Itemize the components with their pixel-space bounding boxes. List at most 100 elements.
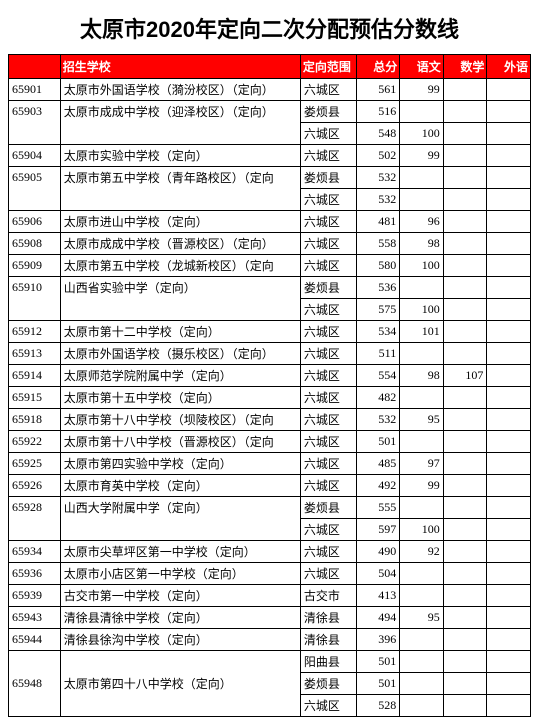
cell-school: [60, 519, 300, 541]
cell-chinese: 98: [400, 365, 444, 387]
cell-english: [487, 277, 531, 299]
cell-math: [443, 123, 487, 145]
cell-english: [487, 123, 531, 145]
cell-code: 65905: [9, 167, 61, 189]
cell-area: 六城区: [300, 211, 356, 233]
cell-area: 六城区: [300, 431, 356, 453]
cell-code: 65928: [9, 497, 61, 519]
cell-math: [443, 497, 487, 519]
cell-school: 太原市第十八中学校（坝陵校区）（定向: [60, 409, 300, 431]
cell-code: 65910: [9, 277, 61, 299]
cell-total: 511: [356, 343, 400, 365]
table-row: 六城区575100: [9, 299, 531, 321]
cell-area: 娄烦县: [300, 101, 356, 123]
cell-area: 六城区: [300, 343, 356, 365]
col-math: 数学: [443, 55, 487, 79]
cell-english: [487, 585, 531, 607]
cell-area: 六城区: [300, 453, 356, 475]
cell-total: 481: [356, 211, 400, 233]
cell-total: 501: [356, 673, 400, 695]
cell-code: 65912: [9, 321, 61, 343]
cell-total: 532: [356, 189, 400, 211]
table-row: 65918太原市第十八中学校（坝陵校区）（定向六城区53295: [9, 409, 531, 431]
cell-code: 65939: [9, 585, 61, 607]
cell-english: [487, 431, 531, 453]
table-row: 65903太原市成成中学校（迎泽校区）（定向）娄烦县516: [9, 101, 531, 123]
cell-area: 六城区: [300, 189, 356, 211]
table-row: 65934太原市尖草坪区第一中学校（定向）六城区49092: [9, 541, 531, 563]
cell-area: 娄烦县: [300, 167, 356, 189]
col-code: [9, 55, 61, 79]
cell-total: 548: [356, 123, 400, 145]
cell-school: 太原市小店区第一中学校（定向）: [60, 563, 300, 585]
table-row: 65928山西大学附属中学（定向）娄烦县555: [9, 497, 531, 519]
cell-english: [487, 145, 531, 167]
table-row: 65925太原市第四实验中学校（定向）六城区48597: [9, 453, 531, 475]
cell-code: 65915: [9, 387, 61, 409]
cell-total: 575: [356, 299, 400, 321]
cell-area: 六城区: [300, 79, 356, 101]
cell-total: 555: [356, 497, 400, 519]
table-row: 65910山西省实验中学（定向）娄烦县536: [9, 277, 531, 299]
cell-code: 65909: [9, 255, 61, 277]
table-row: 65939古交市第一中学校（定向）古交市413: [9, 585, 531, 607]
cell-english: [487, 563, 531, 585]
table-row: 65909太原市第五中学校（龙城新校区）（定向六城区580100: [9, 255, 531, 277]
cell-school: 太原市尖草坪区第一中学校（定向）: [60, 541, 300, 563]
cell-code: 65944: [9, 629, 61, 651]
col-area: 定向范围: [300, 55, 356, 79]
table-row: 65904太原市实验中学校（定向）六城区50299: [9, 145, 531, 167]
cell-chinese: [400, 695, 444, 717]
cell-chinese: 98: [400, 233, 444, 255]
cell-total: 534: [356, 321, 400, 343]
cell-area: 娄烦县: [300, 673, 356, 695]
cell-total: 485: [356, 453, 400, 475]
cell-english: [487, 651, 531, 673]
cell-school: [60, 189, 300, 211]
cell-english: [487, 255, 531, 277]
cell-area: 六城区: [300, 387, 356, 409]
cell-chinese: 96: [400, 211, 444, 233]
cell-school: 太原市第五中学校（龙城新校区）（定向: [60, 255, 300, 277]
cell-school: 清徐县徐沟中学校（定向）: [60, 629, 300, 651]
table-row: 65905太原市第五中学校（青年路校区）（定向娄烦县532: [9, 167, 531, 189]
cell-total: 501: [356, 651, 400, 673]
cell-school: 太原市第四十八中学校（定向）: [60, 673, 300, 695]
cell-english: [487, 409, 531, 431]
cell-total: 413: [356, 585, 400, 607]
cell-area: 六城区: [300, 299, 356, 321]
cell-total: 528: [356, 695, 400, 717]
table-row: 六城区528: [9, 695, 531, 717]
cell-chinese: [400, 101, 444, 123]
cell-school: 太原师范学院附属中学（定向）: [60, 365, 300, 387]
cell-total: 494: [356, 607, 400, 629]
cell-math: [443, 321, 487, 343]
cell-math: [443, 607, 487, 629]
cell-total: 536: [356, 277, 400, 299]
cell-math: [443, 101, 487, 123]
cell-english: [487, 673, 531, 695]
cell-math: [443, 673, 487, 695]
cell-area: 六城区: [300, 695, 356, 717]
cell-english: [487, 167, 531, 189]
cell-total: 554: [356, 365, 400, 387]
cell-english: [487, 343, 531, 365]
cell-total: 561: [356, 79, 400, 101]
cell-school: [60, 651, 300, 673]
col-english: 外语: [487, 55, 531, 79]
cell-area: 娄烦县: [300, 277, 356, 299]
cell-english: [487, 629, 531, 651]
cell-area: 六城区: [300, 321, 356, 343]
cell-code: 65908: [9, 233, 61, 255]
cell-english: [487, 321, 531, 343]
cell-math: [443, 299, 487, 321]
cell-math: [443, 189, 487, 211]
cell-area: 六城区: [300, 541, 356, 563]
cell-total: 501: [356, 431, 400, 453]
cell-math: [443, 167, 487, 189]
cell-math: [443, 387, 487, 409]
cell-code: 65934: [9, 541, 61, 563]
cell-math: [443, 145, 487, 167]
cell-code: 65913: [9, 343, 61, 365]
table-row: 六城区597100: [9, 519, 531, 541]
